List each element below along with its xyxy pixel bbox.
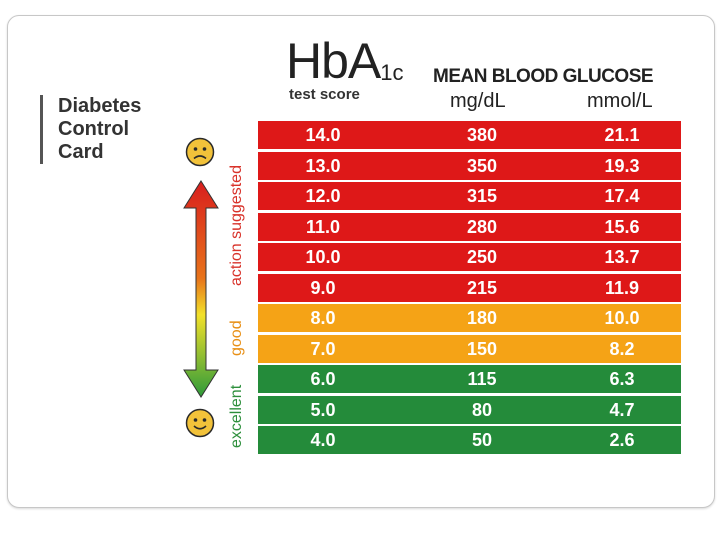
hba-subscript: 1c bbox=[380, 60, 404, 85]
mmol-cell: 8.2 bbox=[609, 338, 635, 359]
hba1c-cell: 12.0 bbox=[305, 186, 341, 206]
hba1c-cell: 6.0 bbox=[310, 369, 336, 389]
mean-blood-glucose-heading: MEAN BLOOD GLUCOSE bbox=[433, 66, 654, 87]
card-title-line: Diabetes bbox=[58, 95, 142, 117]
mgdl-cell: 115 bbox=[467, 369, 497, 389]
hba1c-cell: 10.0 bbox=[305, 247, 341, 267]
hba1c-heading: HbA1c bbox=[286, 36, 404, 96]
table-row: 8.0 180 10.0 bbox=[258, 304, 681, 332]
band-label-excellent: excellent bbox=[228, 384, 245, 448]
hba1c-cell: 14.0 bbox=[305, 125, 341, 145]
mmol-cell: 11.9 bbox=[604, 277, 640, 298]
mgdl-cell: 280 bbox=[466, 216, 498, 237]
mmol-cell: 6.3 bbox=[609, 369, 635, 389]
hba1c-cell: 11.0 bbox=[305, 216, 341, 237]
mgdl-cell: 180 bbox=[466, 308, 498, 328]
mgdl-cell: 315 bbox=[466, 186, 498, 206]
table-row: 4.0 50 2.6 bbox=[258, 426, 681, 454]
table-row: 11.0 280 15.6 bbox=[258, 212, 681, 241]
mmol-cell: 10.0 bbox=[604, 308, 640, 328]
hba1c-table: 14.0 380 21.1 13.0 350 19.3 12.0 315 17.… bbox=[258, 121, 681, 457]
mgdl-cell: 350 bbox=[466, 155, 498, 176]
table-row: 6.0 115 6.3 bbox=[258, 365, 681, 393]
hba-main: HbA bbox=[286, 33, 381, 89]
table-row: 13.0 350 19.3 bbox=[258, 151, 681, 180]
mgdl-cell: 215 bbox=[466, 277, 498, 298]
mmol-cell: 2.6 bbox=[609, 430, 635, 450]
card-title: Diabetes Control Card bbox=[40, 95, 208, 164]
mgdl-cell: 380 bbox=[466, 125, 498, 145]
hba1c-cell: 4.0 bbox=[310, 430, 336, 450]
test-score-label: test score bbox=[289, 86, 360, 103]
band-label-action-suggested: action suggested bbox=[228, 165, 245, 286]
hba1c-cell: 13.0 bbox=[305, 155, 341, 176]
mmol-cell: 4.7 bbox=[609, 399, 635, 420]
double-arrow-icon bbox=[183, 180, 219, 398]
happy-face-icon bbox=[185, 408, 215, 438]
table-row: 7.0 150 8.2 bbox=[258, 334, 681, 363]
mgdl-cell: 50 bbox=[471, 430, 493, 450]
mmol-cell: 13.7 bbox=[604, 247, 640, 267]
card-title-line: Card bbox=[58, 141, 104, 163]
table-row: 12.0 315 17.4 bbox=[258, 182, 681, 210]
mgdl-cell: 250 bbox=[466, 247, 498, 267]
sad-face-icon bbox=[185, 137, 215, 167]
mgdl-cell: 80 bbox=[471, 399, 493, 420]
table-row: 9.0 215 11.9 bbox=[258, 273, 681, 302]
card-title-line: Control bbox=[58, 118, 130, 140]
table-row: 14.0 380 21.1 bbox=[258, 121, 681, 149]
unit-mmol-label: mmol/L bbox=[587, 90, 653, 112]
mgdl-cell: 150 bbox=[466, 338, 498, 359]
mmol-cell: 17.4 bbox=[604, 186, 640, 206]
hba1c-cell: 8.0 bbox=[310, 308, 336, 328]
unit-mgdl-label: mg/dL bbox=[450, 90, 506, 112]
table-row: 5.0 80 4.7 bbox=[258, 395, 681, 424]
band-label-good: good bbox=[228, 320, 245, 356]
hba1c-cell: 5.0 bbox=[310, 399, 336, 420]
mmol-cell: 21.1 bbox=[604, 125, 640, 145]
table-row: 10.0 250 13.7 bbox=[258, 243, 681, 271]
hba1c-cell: 7.0 bbox=[310, 338, 336, 359]
hba1c-cell: 9.0 bbox=[310, 277, 336, 298]
mmol-cell: 15.6 bbox=[604, 216, 640, 237]
mmol-cell: 19.3 bbox=[604, 155, 640, 176]
